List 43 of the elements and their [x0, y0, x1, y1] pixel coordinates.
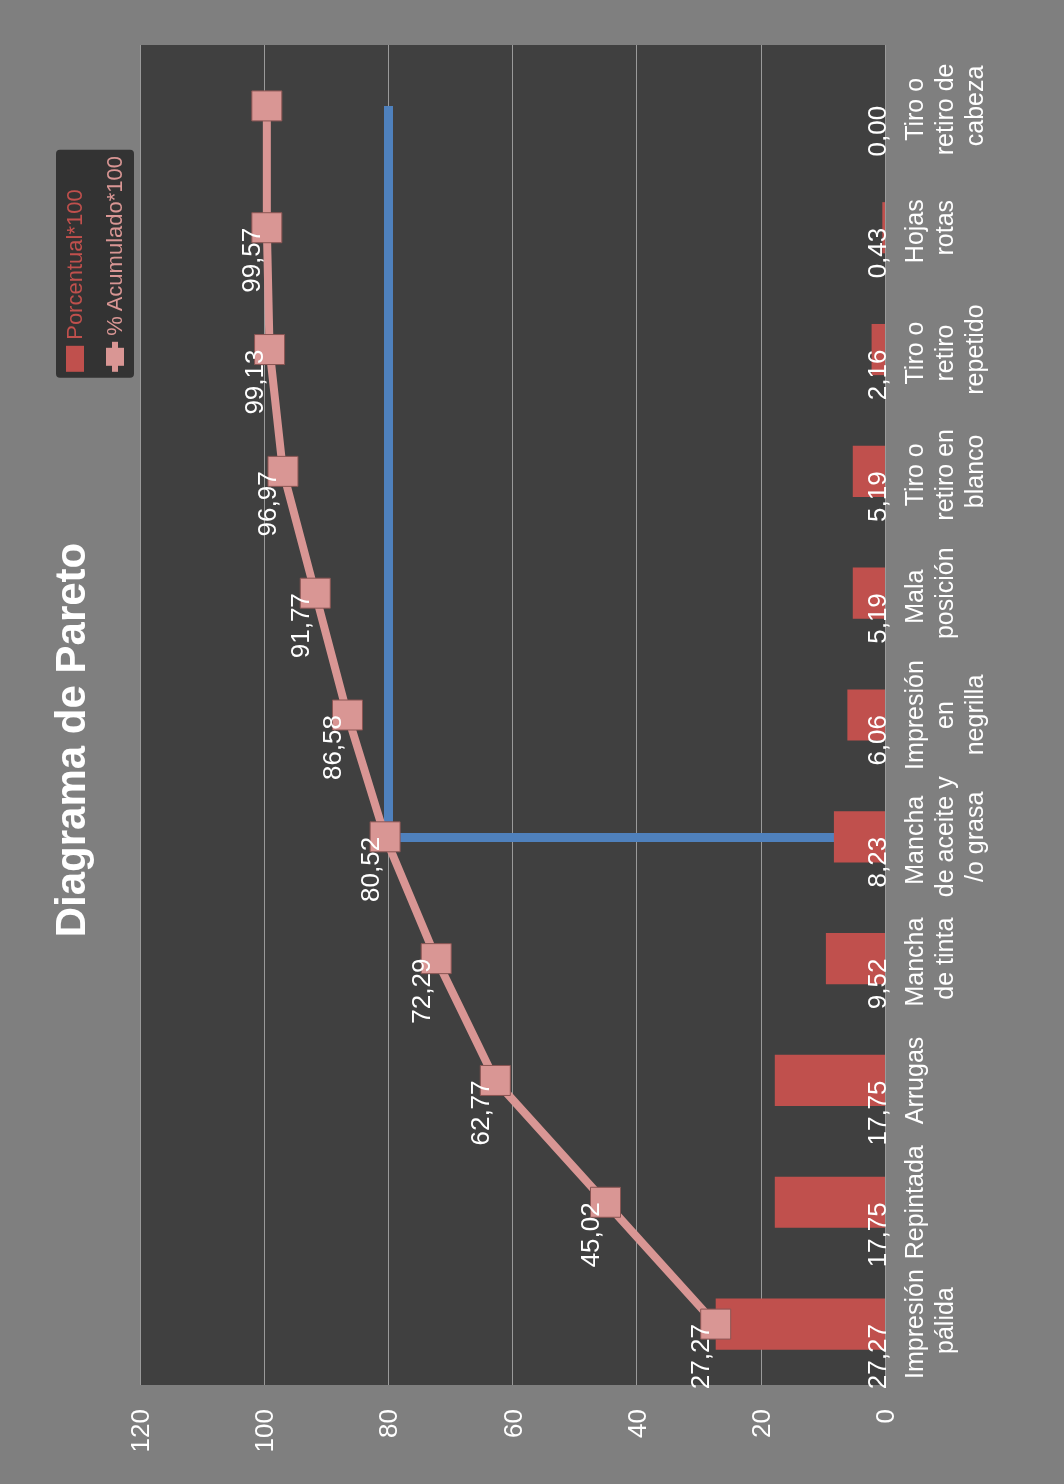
y-tick-label: Tiro o retiro repetido — [900, 304, 988, 395]
x-tick-label: 60 — [497, 1409, 528, 1438]
x-tick-label: 40 — [621, 1409, 652, 1438]
x-tick-label: 100 — [249, 1409, 280, 1453]
data-label: 72,29 — [405, 958, 436, 1024]
data-label: 91,77 — [284, 593, 315, 659]
data-label: 6,06 — [862, 715, 892, 766]
data-label: 27,27 — [862, 1324, 892, 1390]
data-label: 17,75 — [862, 1080, 892, 1146]
data-label: 0,00 — [862, 105, 892, 157]
x-tick-label: 80 — [373, 1409, 404, 1438]
y-tick-label: Hojas rotas — [900, 192, 958, 264]
y-tick-label: Tiro o retiro en blanco — [900, 422, 988, 521]
data-label: 86,58 — [316, 715, 347, 781]
data-label: 80,52 — [354, 836, 385, 902]
y-tick-label: Mala posición — [900, 547, 958, 640]
y-tick-label: Impresión pálida — [900, 1269, 958, 1379]
data-label: 96,97 — [252, 471, 283, 537]
y-tick-label: Mancha de tinta — [900, 910, 958, 1007]
data-label: 9,52 — [862, 958, 892, 1010]
text: % Acumulado*100 — [102, 156, 128, 336]
data-label: 17,75 — [862, 1202, 892, 1268]
data-label: 5,19 — [862, 471, 892, 522]
data-label: 2,16 — [862, 349, 892, 401]
y-tick-label: Mancha de aceite y/o grasa — [900, 775, 988, 898]
y-tick-label: Impresión en negrilla — [900, 660, 988, 770]
data-label: 99,13 — [239, 349, 270, 415]
data-label: 27,27 — [685, 1324, 716, 1390]
data-label: 5,19 — [862, 593, 892, 644]
text: Porcentual*100 — [62, 189, 88, 340]
point — [251, 90, 283, 122]
y-tick-label: Repintada — [900, 1145, 928, 1260]
text: Diagrama de Pareto — [46, 542, 94, 938]
data-label: 8,23 — [862, 836, 892, 888]
data-label: 0,43 — [862, 227, 892, 279]
x-tick-label: 0 — [870, 1409, 900, 1424]
data-label: 45,02 — [575, 1202, 605, 1268]
y-tick-label: Tiro o retiro de cabeza — [900, 56, 988, 156]
x-tick-label: 120 — [125, 1409, 155, 1453]
x-tick-label: 20 — [745, 1409, 776, 1438]
y-tick-label: Arrugas — [900, 1036, 928, 1125]
data-label: 99,57 — [236, 227, 267, 293]
data-label: 62,77 — [464, 1080, 495, 1146]
